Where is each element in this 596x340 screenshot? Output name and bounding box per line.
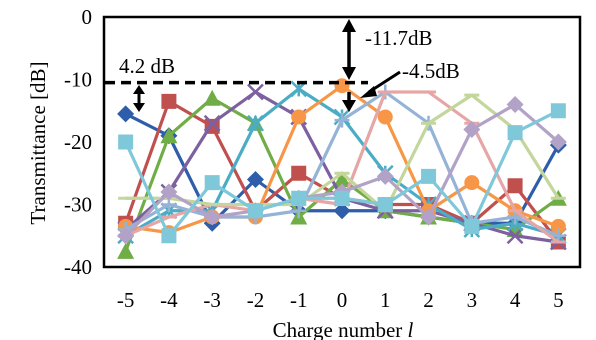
arrow-4-5db-head	[360, 86, 377, 98]
x-tick-label: 2	[423, 288, 434, 312]
data-point	[160, 183, 178, 201]
data-point	[161, 228, 177, 244]
data-point	[291, 190, 307, 206]
data-point	[377, 197, 393, 212]
data-point	[333, 202, 351, 220]
y-tick-label: -20	[64, 130, 92, 154]
annotation-4-5db: -4.5dB	[402, 59, 460, 83]
series-layer	[117, 78, 567, 259]
plot-area-frame	[102, 15, 582, 269]
data-point	[334, 78, 350, 94]
series-11	[118, 103, 566, 244]
y-tick-label: -10	[64, 68, 92, 92]
data-point	[117, 105, 135, 123]
data-point	[550, 103, 566, 119]
y-axis-title: Transmittance [dB]	[26, 61, 50, 224]
data-point	[377, 109, 393, 125]
x-axis-title-symbol: l	[408, 318, 414, 340]
data-point	[246, 171, 264, 188]
data-point	[507, 178, 523, 194]
data-point	[550, 218, 566, 234]
arrow-11-7db-lower-head	[342, 100, 356, 112]
data-point	[247, 114, 264, 132]
annotation-4-2db: 4.2 dB	[119, 54, 175, 78]
data-point	[463, 121, 481, 138]
x-axis-title-prefix: Charge number	[273, 318, 408, 340]
data-point	[117, 242, 135, 259]
x-tick-label: -5	[117, 288, 135, 312]
data-point	[203, 208, 221, 226]
data-point	[291, 165, 307, 181]
data-point	[549, 133, 567, 151]
data-point	[376, 167, 394, 185]
data-point	[334, 112, 350, 128]
x-tick-label: -4	[160, 288, 178, 312]
y-tick-label: 0	[82, 5, 93, 29]
data-point	[421, 168, 437, 184]
data-point	[333, 171, 351, 187]
data-point	[203, 89, 221, 106]
x-axis-title: Charge number l	[273, 318, 414, 340]
x-tick-labels: -5 -4 -3 -2 -1 0 1 2 3 4 5	[117, 288, 564, 312]
data-point	[506, 227, 524, 245]
data-point	[247, 203, 263, 219]
data-point	[464, 175, 480, 191]
annotation-11-7db: -11.7dB	[365, 26, 432, 50]
data-point	[291, 109, 307, 125]
y-tick-label: -40	[64, 255, 92, 279]
x-tick-label: 5	[553, 288, 564, 312]
arrow-4-2db-head-top	[133, 85, 145, 94]
x-tick-label: -1	[290, 288, 308, 312]
data-point	[507, 125, 523, 141]
data-point	[117, 227, 135, 245]
x-tick-label: 1	[380, 288, 391, 312]
annotation-layer: 4.2 dB -11.7dB -4.5dB	[105, 19, 460, 112]
arrow-11-7db-head-top	[342, 19, 356, 32]
arrow-4-2db-head-bottom	[133, 103, 145, 112]
data-point	[160, 127, 178, 144]
y-tick-label: -30	[64, 193, 92, 217]
data-point	[203, 114, 221, 132]
x-tick-label: 0	[337, 288, 348, 312]
data-point	[204, 175, 220, 191]
arrow-11-7db-head-bottom	[342, 67, 356, 80]
data-point	[247, 83, 264, 101]
data-point	[506, 96, 524, 113]
y-tick-labels: 0 -10 -20 -30 -40	[64, 5, 92, 279]
x-tick-label: 3	[467, 288, 478, 312]
data-point	[118, 134, 134, 150]
x-tick-label: -3	[203, 288, 221, 312]
data-point	[464, 218, 480, 234]
data-point	[334, 190, 350, 206]
data-point	[161, 93, 177, 109]
data-point	[420, 208, 438, 226]
x-tick-label: 4	[510, 288, 521, 312]
x-tick-label: -2	[247, 288, 265, 312]
